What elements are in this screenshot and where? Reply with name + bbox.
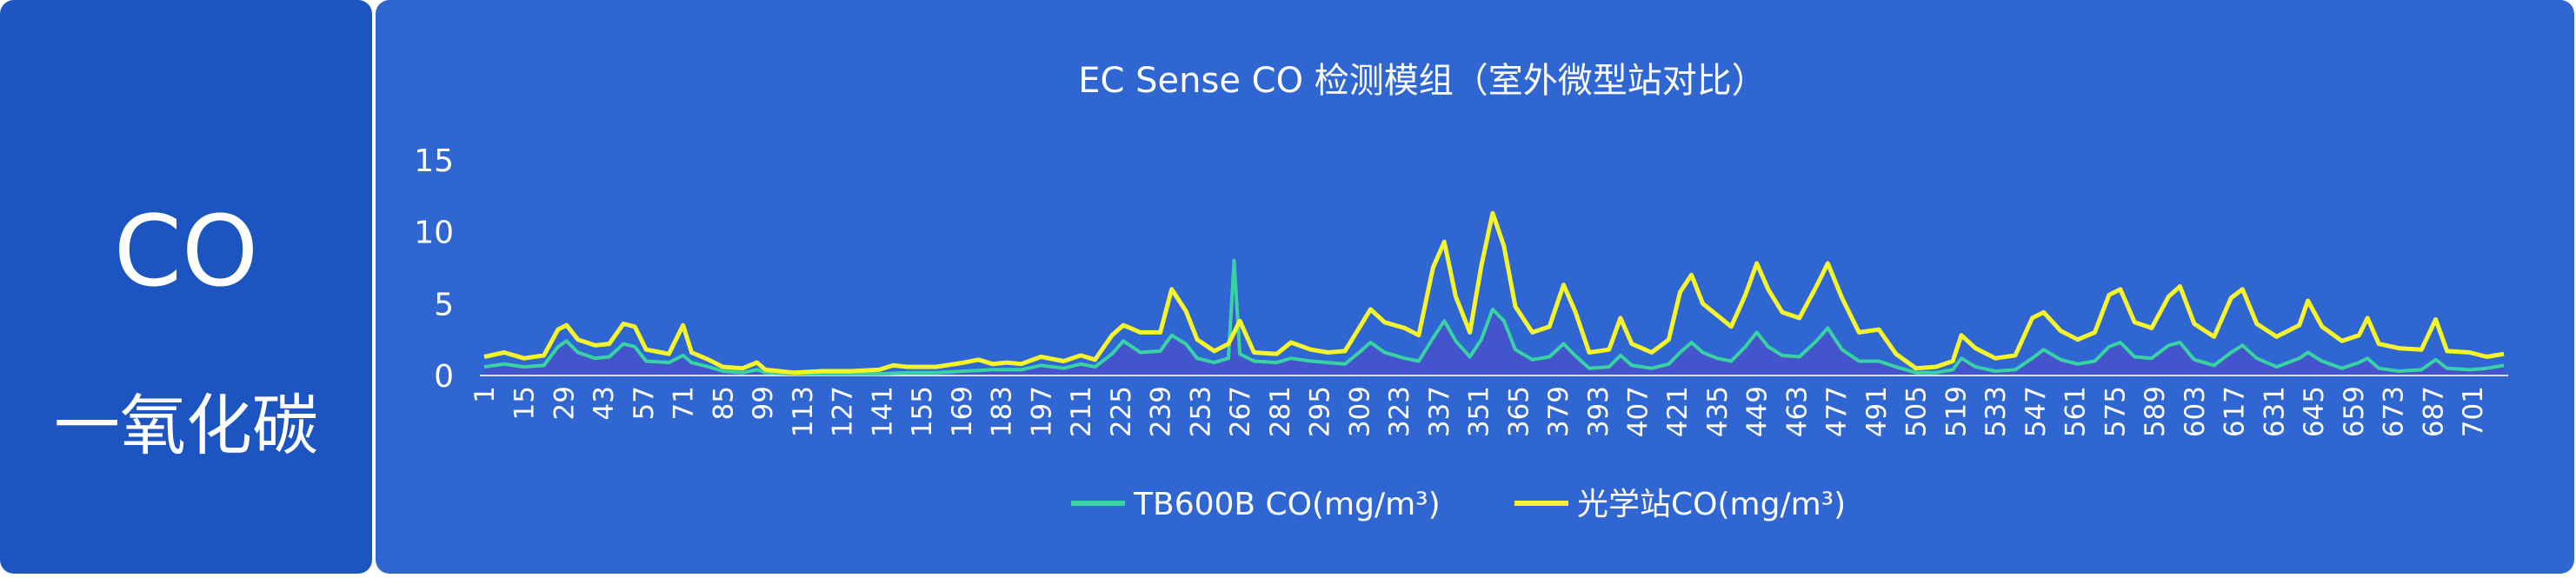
x-tick-label: 379 xyxy=(1543,386,1574,437)
legend-label-tb600b: TB600B CO(mg/m³) xyxy=(1133,487,1441,522)
y-tick-label: 0 xyxy=(434,359,454,395)
x-tick-label: 141 xyxy=(867,386,898,437)
tb600b-area xyxy=(484,260,2504,375)
x-tick-label: 85 xyxy=(708,386,739,420)
x-tick-label: 603 xyxy=(2180,386,2211,437)
gas-name-label: 一氧化碳 xyxy=(54,387,318,464)
x-tick-label: 43 xyxy=(589,386,620,420)
x-tick-label: 533 xyxy=(1980,386,2012,437)
x-tick-label: 463 xyxy=(1781,386,1813,437)
x-tick-label: 29 xyxy=(549,386,580,420)
x-tick-label: 281 xyxy=(1265,386,1296,437)
x-tick-label: 295 xyxy=(1305,386,1336,437)
x-tick-label: 673 xyxy=(2379,386,2410,437)
x-tick-label: 645 xyxy=(2299,386,2330,437)
x-tick-label: 505 xyxy=(1901,386,1933,437)
left-panel: CO 一氧化碳 xyxy=(0,0,372,574)
x-tick-label: 71 xyxy=(669,386,700,420)
x-tick-label: 491 xyxy=(1861,386,1893,437)
x-tick-label: 225 xyxy=(1106,386,1137,437)
x-tick-label: 561 xyxy=(2060,386,2092,437)
x-tick-label: 1 xyxy=(469,386,501,403)
x-tick-label: 253 xyxy=(1185,386,1216,437)
x-tick-label: 351 xyxy=(1464,386,1495,437)
series-layer xyxy=(483,210,2505,376)
x-tick-label: 547 xyxy=(2020,386,2052,437)
x-tick-label: 407 xyxy=(1622,386,1654,437)
x-tick-label: 575 xyxy=(2100,386,2131,437)
x-tick-label: 211 xyxy=(1066,386,1097,437)
x-tick-label: 309 xyxy=(1344,386,1375,437)
x-tick-label: 127 xyxy=(828,386,859,437)
chart-panel: EC Sense CO 检测模组（室外微型站对比） 0 5 10 15 1 15 29 43… xyxy=(376,0,2574,574)
x-tick-label: 155 xyxy=(907,386,938,437)
x-tick-label: 57 xyxy=(629,386,660,420)
legend-item-station: 光学站CO(mg/m³) xyxy=(1514,487,1846,522)
x-tick-label: 15 xyxy=(509,386,541,420)
x-tick-label: 197 xyxy=(1026,386,1057,437)
x-tick-label: 687 xyxy=(2418,386,2449,437)
chart-title: EC Sense CO 检测模组（室外微型站对比） xyxy=(1078,61,1767,101)
x-tick-label: 659 xyxy=(2339,386,2370,437)
x-tick-label: 99 xyxy=(748,386,779,420)
x-tick-label: 617 xyxy=(2220,386,2251,437)
x-tick-label: 519 xyxy=(1940,386,1972,437)
legend-item-tb600b: TB600B CO(mg/m³) xyxy=(1071,487,1441,522)
x-tick-label: 337 xyxy=(1424,386,1455,437)
series-line-tb600b xyxy=(483,258,2505,376)
x-tick-label: 183 xyxy=(987,386,1018,437)
y-tick-label: 15 xyxy=(414,143,454,179)
x-tick-label: 701 xyxy=(2458,386,2489,437)
x-tick-label: 589 xyxy=(2140,386,2171,437)
y-axis-ticks: 0 5 10 15 xyxy=(414,143,454,395)
gas-code-label: CO xyxy=(113,196,259,309)
legend-label-station: 光学站CO(mg/m³) xyxy=(1577,487,1846,522)
x-tick-label: 239 xyxy=(1146,386,1177,437)
x-tick-label: 393 xyxy=(1583,386,1614,437)
y-tick-label: 5 xyxy=(434,287,454,322)
x-tick-label: 435 xyxy=(1702,386,1734,437)
chart-legend: TB600B CO(mg/m³) 光学站CO(mg/m³) xyxy=(1071,487,1846,522)
x-axis-ticks: 1 15 29 43 57 71 85 99 113 127 141 155 169 183 197 211 2… xyxy=(469,386,2489,437)
x-tick-label: 449 xyxy=(1742,386,1774,437)
x-tick-label: 421 xyxy=(1662,386,1694,437)
y-tick-label: 10 xyxy=(414,216,454,251)
x-tick-label: 267 xyxy=(1225,386,1256,437)
x-tick-label: 365 xyxy=(1503,386,1534,437)
tb600b-fill-area xyxy=(484,260,2504,375)
x-tick-label: 477 xyxy=(1821,386,1853,437)
x-tick-label: 323 xyxy=(1384,386,1415,437)
series-line-station xyxy=(483,210,2505,375)
x-tick-label: 113 xyxy=(788,386,819,437)
x-tick-label: 631 xyxy=(2259,386,2290,437)
x-tick-label: 169 xyxy=(947,386,978,437)
